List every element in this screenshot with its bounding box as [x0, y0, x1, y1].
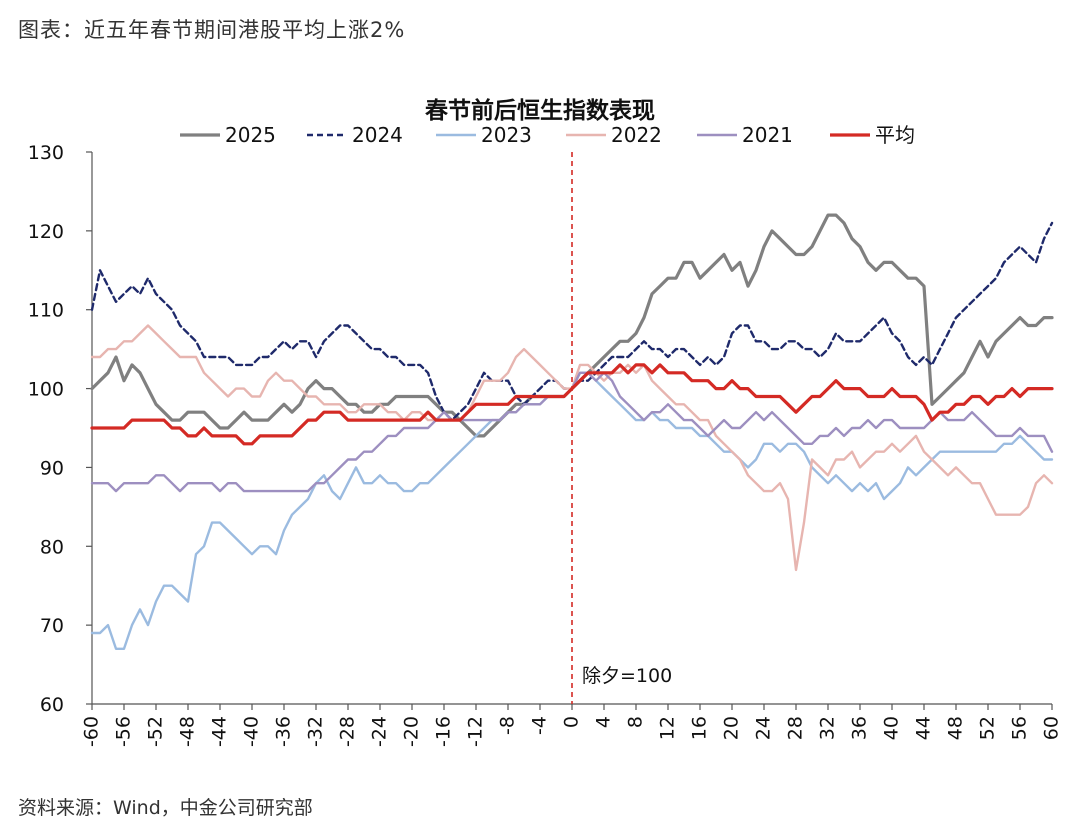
x-tick-label: -44 — [209, 716, 231, 747]
y-tick-label: 110 — [28, 300, 64, 322]
x-tick-label: 44 — [913, 716, 935, 740]
figure-caption: 图表：近五年春节期间港股平均上涨2% — [18, 18, 406, 42]
x-tick-label: 0 — [561, 716, 583, 728]
x-tick-label: -4 — [529, 716, 551, 735]
x-tick-label: 8 — [625, 716, 647, 728]
y-tick-label: 120 — [28, 221, 64, 243]
legend-label-平均: 平均 — [875, 123, 915, 147]
y-tick-label: 130 — [28, 142, 64, 164]
x-tick-label: 4 — [593, 716, 615, 728]
x-tick-label: -20 — [401, 716, 423, 747]
x-tick-label: 36 — [849, 716, 871, 740]
y-tick-label: 90 — [40, 457, 64, 479]
y-tick-label: 60 — [40, 694, 64, 716]
x-tick-label: 24 — [753, 716, 775, 740]
x-tick-label: 40 — [881, 716, 903, 740]
x-tick-label: -36 — [273, 716, 295, 747]
x-tick-label: -48 — [177, 716, 199, 747]
x-tick-label: 20 — [721, 716, 743, 740]
source-note: 资料来源：Wind，中金公司研究部 — [18, 797, 313, 819]
x-tick-label: -28 — [337, 716, 359, 747]
x-tick-label: -52 — [145, 716, 167, 747]
x-tick-label: -40 — [241, 716, 263, 747]
annotation-layer: 除夕=100 — [571, 152, 672, 704]
legend-label-2024: 2024 — [352, 123, 403, 147]
y-tick-label: 100 — [28, 379, 64, 401]
chart-title: 春节前后恒生指数表现 — [424, 97, 655, 124]
legend-label-2025: 2025 — [225, 123, 276, 147]
x-tick-label: -8 — [497, 716, 519, 735]
legend-label-2022: 2022 — [611, 123, 662, 147]
x-tick-label: -12 — [465, 716, 487, 747]
legend-label-2023: 2023 — [481, 123, 532, 147]
x-tick-label: 48 — [945, 716, 967, 740]
x-tick-label: -24 — [369, 716, 391, 747]
line-chart: 春节前后恒生指数表现 2025 2024 2023 2022 2021 平均 607080… — [28, 97, 1063, 747]
x-tick-label: -16 — [433, 716, 455, 747]
x-tick-label: -60 — [81, 716, 103, 747]
y-tick-label: 80 — [40, 536, 64, 558]
chart-panel: 春节前后恒生指数表现 2025 2024 2023 2022 2021 平均 60 70 80… — [0, 68, 1080, 780]
y-tick-label: 70 — [40, 615, 64, 637]
x-tick-label: 60 — [1041, 716, 1063, 740]
x-tick-label: 16 — [689, 716, 711, 740]
x-tick-label: -56 — [113, 716, 135, 747]
x-tick-label: -32 — [305, 716, 327, 747]
x-tick-label: 56 — [1009, 716, 1031, 740]
x-tick-label: 12 — [657, 716, 679, 740]
chart-legend: 2025 2024 2023 2022 2021 平均 — [180, 123, 915, 147]
annotation-label: 除夕=100 — [582, 665, 672, 687]
x-tick-label: 52 — [977, 716, 999, 740]
x-tick-label: 32 — [817, 716, 839, 740]
x-tick-label: 28 — [785, 716, 807, 740]
legend-label-2021: 2021 — [742, 123, 793, 147]
